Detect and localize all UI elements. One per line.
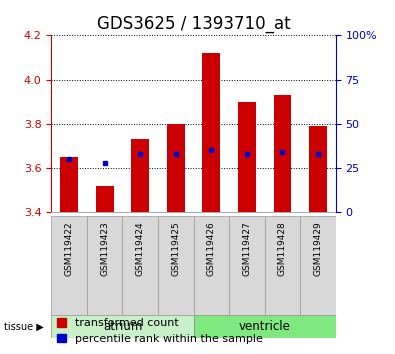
Bar (202, 53, 220, 212)
Bar (87, 216, 122, 315)
Bar (238, 102, 256, 212)
Bar (194, 315, 336, 338)
Bar (158, 216, 194, 315)
Bar (274, 95, 292, 212)
Text: GSM119428: GSM119428 (278, 221, 287, 276)
Bar (51, 216, 87, 315)
Text: tissue ▶: tissue ▶ (4, 321, 44, 332)
Text: GSM119423: GSM119423 (100, 221, 109, 276)
Legend: transformed count, percentile rank within the sample: transformed count, percentile rank withi… (53, 314, 267, 348)
Bar (122, 216, 158, 315)
Title: GDS3625 / 1393710_at: GDS3625 / 1393710_at (97, 15, 290, 33)
Bar (194, 216, 229, 315)
Text: GSM119427: GSM119427 (243, 221, 251, 276)
Bar (309, 126, 327, 212)
Text: GSM119425: GSM119425 (171, 221, 180, 276)
Bar (51, 315, 194, 338)
Text: GSM119429: GSM119429 (314, 221, 322, 276)
Text: GSM119424: GSM119424 (136, 221, 145, 275)
Bar (300, 216, 336, 315)
Bar (131, 139, 149, 212)
Text: GSM119422: GSM119422 (65, 221, 73, 275)
Text: atrium: atrium (103, 320, 142, 333)
Bar (167, 124, 184, 212)
Bar (60, 157, 78, 212)
Text: GSM119426: GSM119426 (207, 221, 216, 276)
Bar (96, 186, 114, 212)
Bar (265, 216, 300, 315)
Text: ventricle: ventricle (239, 320, 291, 333)
Bar (229, 216, 265, 315)
